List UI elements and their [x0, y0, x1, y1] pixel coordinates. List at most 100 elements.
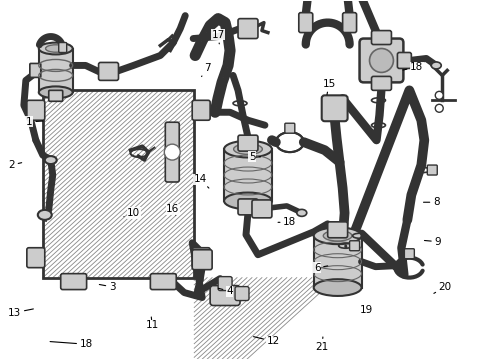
Ellipse shape [421, 122, 422, 125]
Ellipse shape [336, 132, 337, 135]
FancyBboxPatch shape [192, 100, 210, 120]
Text: 1: 1 [26, 117, 43, 127]
Circle shape [164, 144, 180, 160]
FancyBboxPatch shape [404, 249, 415, 259]
Ellipse shape [357, 224, 358, 226]
Ellipse shape [423, 140, 425, 143]
Text: 19: 19 [360, 305, 373, 315]
Text: 3: 3 [99, 282, 116, 292]
Ellipse shape [411, 192, 413, 195]
Text: 18: 18 [50, 339, 93, 349]
Ellipse shape [223, 75, 225, 80]
Ellipse shape [342, 181, 343, 184]
Ellipse shape [337, 141, 338, 145]
Text: 7: 7 [201, 63, 210, 77]
Ellipse shape [39, 86, 73, 98]
FancyBboxPatch shape [59, 42, 67, 53]
Text: 5: 5 [249, 152, 261, 162]
Ellipse shape [234, 144, 262, 154]
Circle shape [435, 104, 443, 112]
Circle shape [369, 49, 393, 72]
Ellipse shape [229, 45, 230, 49]
Ellipse shape [45, 156, 57, 164]
Bar [43, 90, 194, 278]
Circle shape [435, 91, 443, 99]
FancyBboxPatch shape [192, 248, 210, 268]
FancyBboxPatch shape [150, 274, 176, 289]
Text: 6: 6 [314, 263, 328, 273]
Ellipse shape [225, 25, 227, 29]
Text: 16: 16 [166, 204, 179, 215]
FancyBboxPatch shape [349, 241, 360, 251]
FancyBboxPatch shape [30, 63, 41, 77]
Ellipse shape [314, 228, 362, 244]
FancyBboxPatch shape [238, 19, 258, 39]
Text: 2: 2 [8, 160, 22, 170]
Ellipse shape [335, 158, 338, 161]
Ellipse shape [306, 143, 309, 144]
Text: 4: 4 [219, 286, 233, 296]
Ellipse shape [369, 190, 371, 193]
FancyBboxPatch shape [98, 62, 119, 80]
Text: 18: 18 [278, 217, 296, 227]
Ellipse shape [344, 211, 345, 215]
Ellipse shape [196, 49, 198, 53]
Ellipse shape [297, 210, 307, 216]
Ellipse shape [402, 106, 403, 109]
Bar [314, 236, 362, 288]
Ellipse shape [408, 210, 410, 212]
Ellipse shape [421, 157, 423, 161]
Text: 11: 11 [146, 317, 159, 330]
FancyBboxPatch shape [397, 53, 412, 68]
Ellipse shape [227, 35, 229, 39]
FancyBboxPatch shape [27, 248, 45, 268]
Ellipse shape [220, 85, 222, 89]
FancyBboxPatch shape [49, 90, 63, 101]
Bar [224, 149, 272, 201]
FancyBboxPatch shape [238, 199, 258, 215]
FancyBboxPatch shape [299, 13, 313, 32]
Bar [39, 49, 73, 92]
Ellipse shape [272, 140, 275, 142]
FancyBboxPatch shape [218, 276, 232, 291]
Ellipse shape [46, 45, 66, 52]
FancyBboxPatch shape [371, 76, 392, 90]
FancyBboxPatch shape [322, 95, 347, 121]
Text: 17: 17 [212, 30, 225, 44]
Text: 9: 9 [424, 237, 441, 247]
FancyBboxPatch shape [252, 200, 272, 218]
Ellipse shape [314, 279, 362, 296]
Text: 20: 20 [434, 282, 452, 293]
Ellipse shape [338, 152, 339, 155]
Ellipse shape [350, 240, 352, 243]
Ellipse shape [183, 18, 185, 20]
FancyBboxPatch shape [165, 122, 179, 182]
Ellipse shape [174, 38, 175, 40]
Ellipse shape [343, 201, 344, 204]
Ellipse shape [224, 193, 272, 209]
Ellipse shape [215, 105, 217, 109]
Text: 14: 14 [194, 174, 209, 188]
Ellipse shape [339, 161, 340, 165]
Ellipse shape [389, 140, 391, 143]
Text: 10: 10 [124, 208, 140, 218]
Ellipse shape [340, 171, 342, 175]
Ellipse shape [345, 245, 346, 248]
Text: 13: 13 [8, 308, 33, 318]
Ellipse shape [181, 25, 182, 27]
Ellipse shape [273, 140, 276, 142]
Ellipse shape [322, 149, 325, 150]
Text: 12: 12 [253, 336, 280, 346]
FancyBboxPatch shape [210, 285, 240, 306]
FancyBboxPatch shape [427, 165, 437, 175]
FancyBboxPatch shape [27, 100, 45, 120]
Ellipse shape [218, 95, 220, 99]
Ellipse shape [314, 146, 317, 147]
Ellipse shape [408, 89, 410, 93]
FancyBboxPatch shape [360, 39, 403, 82]
FancyBboxPatch shape [343, 13, 357, 32]
FancyBboxPatch shape [235, 287, 249, 301]
Ellipse shape [224, 141, 272, 157]
FancyBboxPatch shape [192, 250, 212, 270]
Ellipse shape [415, 105, 416, 108]
